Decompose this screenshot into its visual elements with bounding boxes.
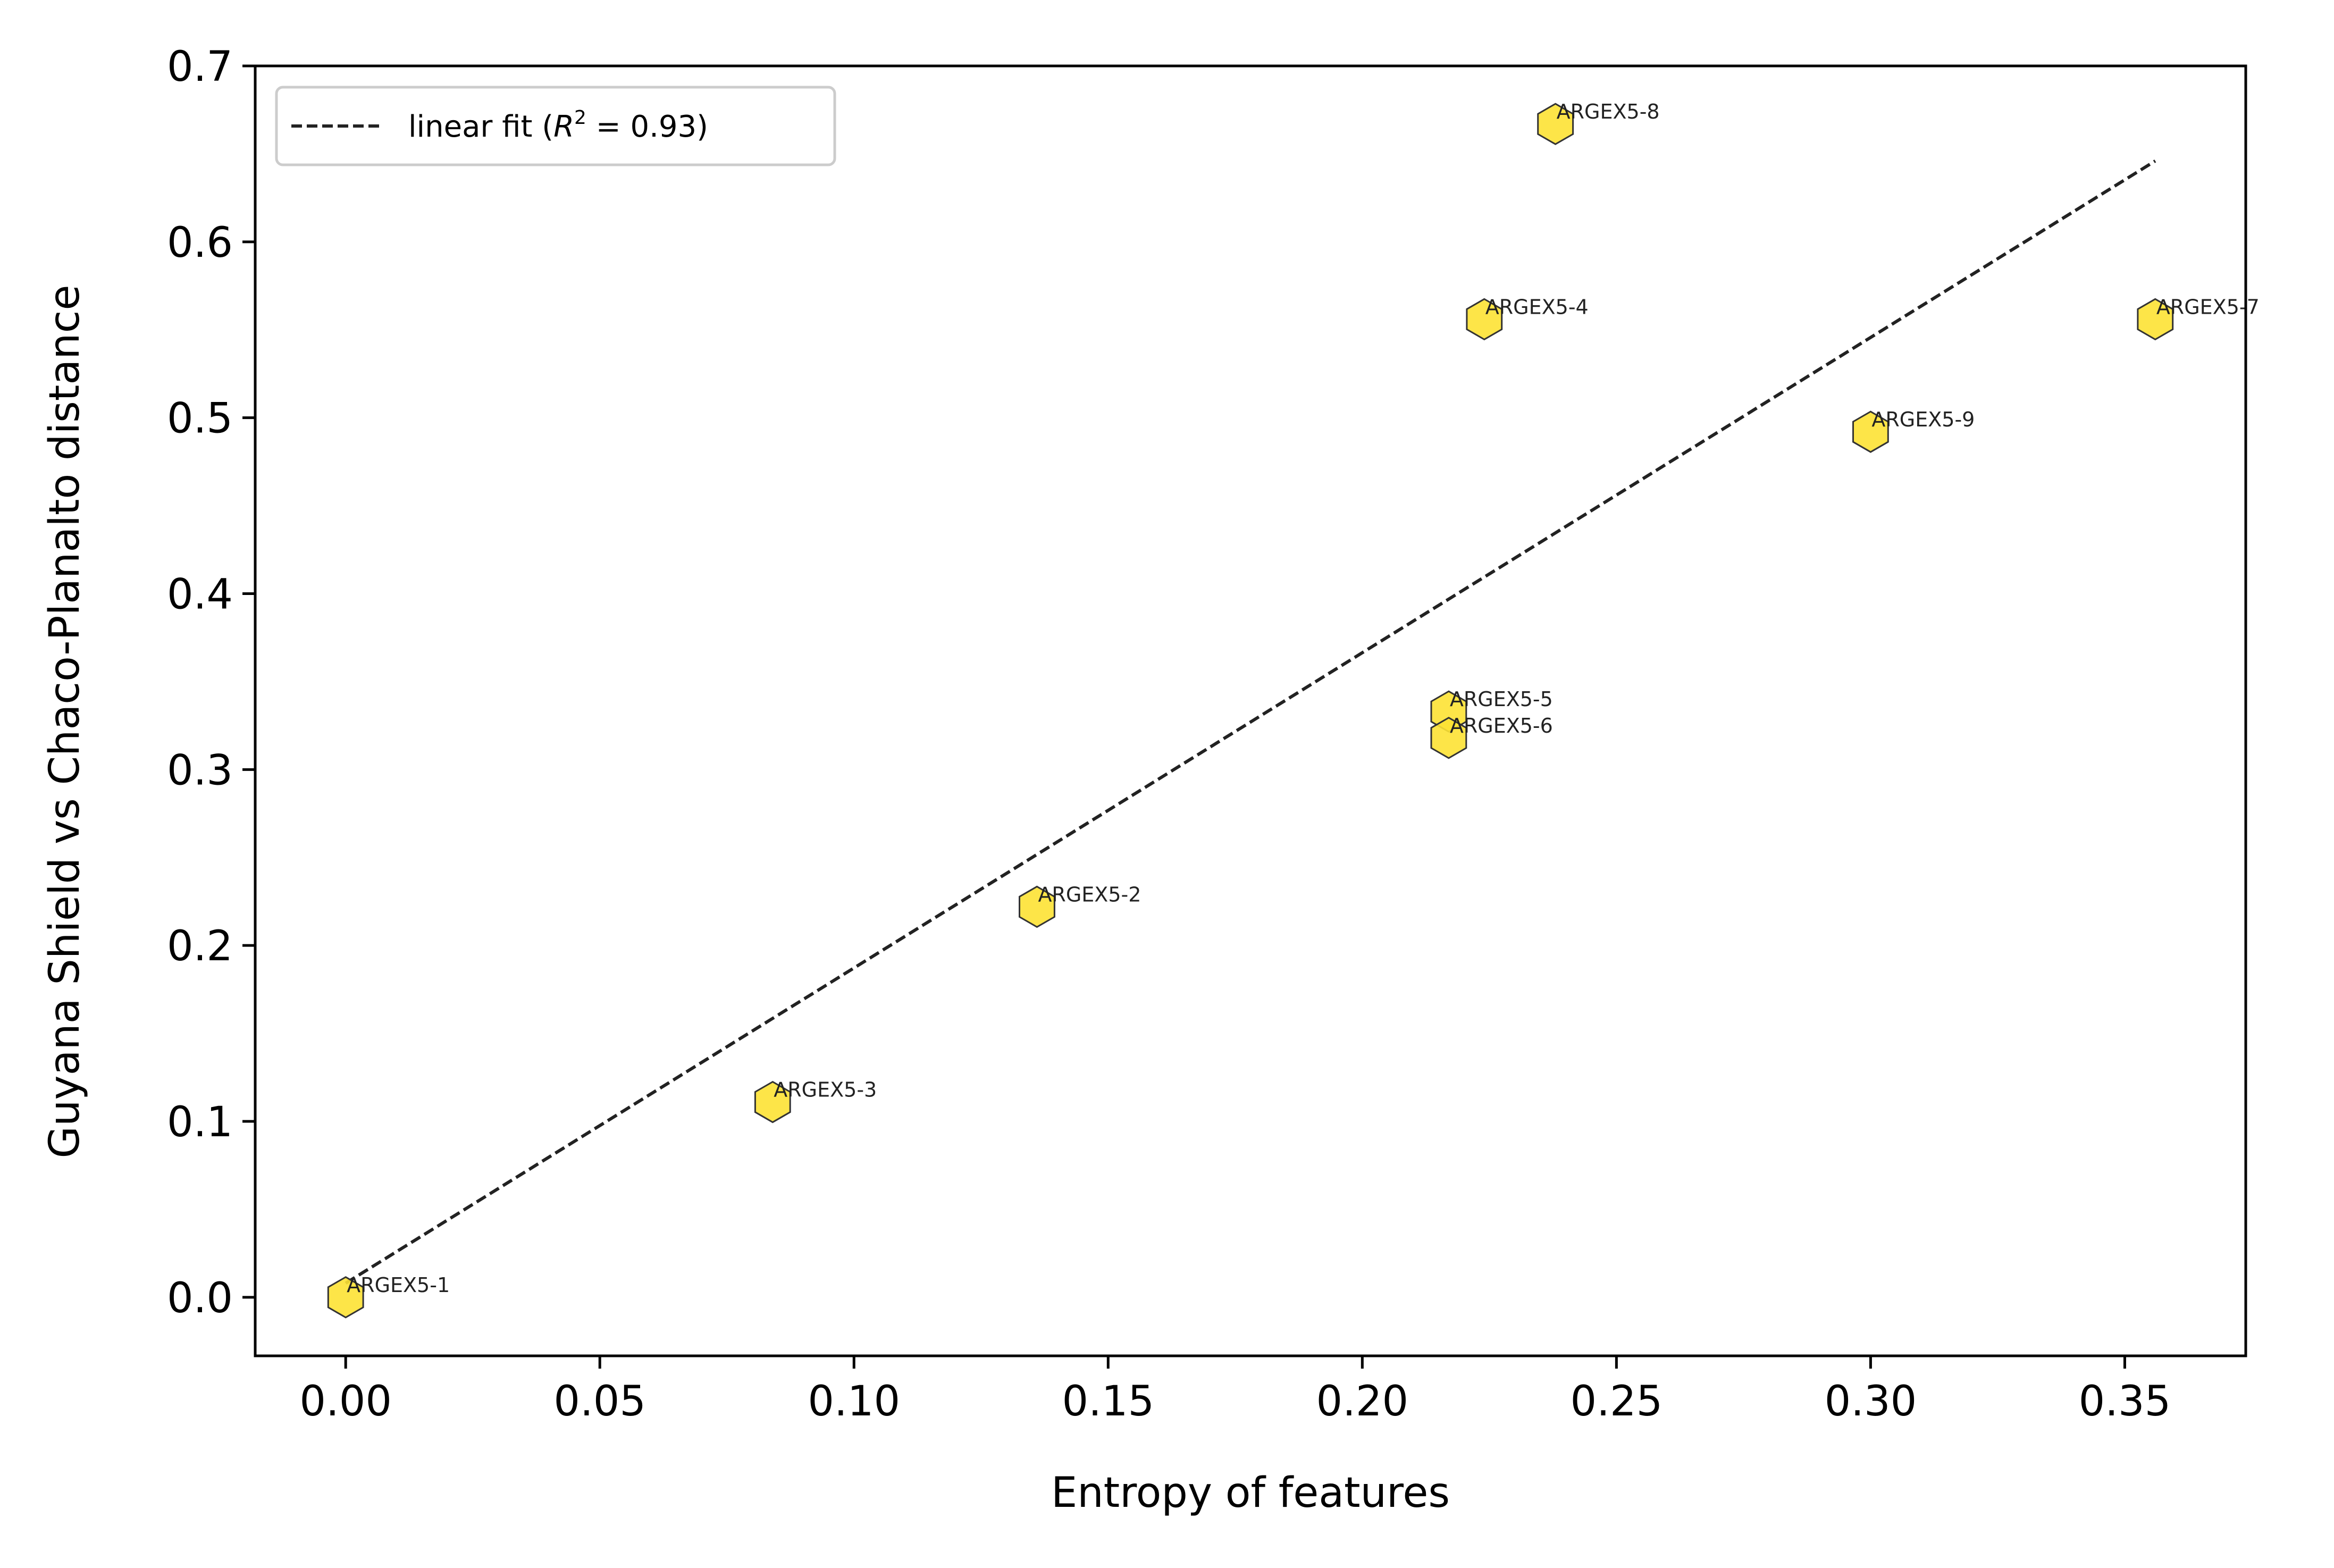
- legend-label-prefix: linear fit (: [408, 110, 553, 144]
- data-point: [754, 1080, 791, 1123]
- x-tick-label: 0.35: [2079, 1378, 2171, 1426]
- y-tick-label: 0.4: [167, 571, 233, 618]
- x-tick-label: 0.05: [553, 1378, 646, 1426]
- y-tick-label: 0.0: [167, 1274, 233, 1322]
- plot-frame: [254, 64, 2247, 1357]
- data-point-label: ARGEX5-9: [1871, 408, 1975, 431]
- x-tick-label: 0.25: [1571, 1378, 1663, 1426]
- data-point-label: ARGEX5-2: [1038, 883, 1141, 906]
- data-point-label: ARGEX5-4: [1485, 295, 1589, 318]
- data-point: [327, 1276, 364, 1319]
- data-point-label: ARGEX5-1: [347, 1273, 450, 1297]
- data-point: [1852, 410, 1889, 453]
- x-axis-title: Entropy of features: [1051, 1469, 1450, 1517]
- fit-line: [345, 160, 2156, 1285]
- y-tick-label: 0.3: [167, 747, 233, 794]
- legend-label-suffix: = 0.93): [586, 110, 708, 144]
- data-point: [1019, 885, 1055, 928]
- legend: linear fit (R2 = 0.93): [275, 86, 836, 166]
- plot-area: ARGEX5-1 ARGEX5-2 ARGEX5-3 ARGEX5-4 ARGEX5-5…: [327, 100, 2260, 1319]
- y-tick-label: 0.7: [167, 43, 233, 91]
- x-tick-label: 0.30: [1825, 1378, 1917, 1426]
- y-tick-label: 0.1: [167, 1099, 233, 1146]
- data-point-label: ARGEX5-5: [1450, 687, 1553, 711]
- y-tick-label: 0.2: [167, 923, 233, 970]
- x-tick-label: 0.20: [1316, 1378, 1409, 1426]
- data-point: [1466, 298, 1503, 341]
- x-tick-label: 0.15: [1062, 1378, 1154, 1426]
- x-tick-label: 0.10: [808, 1378, 900, 1426]
- y-tick-label: 0.5: [167, 395, 233, 443]
- data-point-label: ARGEX5-8: [1557, 100, 1660, 123]
- legend-label-var: R: [553, 110, 574, 144]
- data-point: [1537, 103, 1574, 145]
- data-point: [2137, 298, 2174, 341]
- data-point: [1430, 717, 1467, 759]
- legend-box: [275, 86, 836, 166]
- legend-fit-line-label: linear fit (R2 = 0.93): [408, 107, 708, 144]
- y-tick-label: 0.6: [167, 219, 233, 267]
- axes: 0.00 0.05 0.10 0.15 0.20 0.25 0.30 0.35 0.0 0.1 0.…: [167, 43, 2247, 1426]
- legend-label-exp: 2: [574, 107, 586, 129]
- data-point-label: ARGEX5-3: [774, 1078, 877, 1102]
- x-tick-label: 0.00: [299, 1378, 392, 1426]
- y-axis-title: Guyana Shield vs Chaco-Planalto distance: [41, 285, 89, 1159]
- data-point-label: ARGEX5-7: [2156, 295, 2260, 318]
- data-point-label: ARGEX5-6: [1450, 714, 1553, 737]
